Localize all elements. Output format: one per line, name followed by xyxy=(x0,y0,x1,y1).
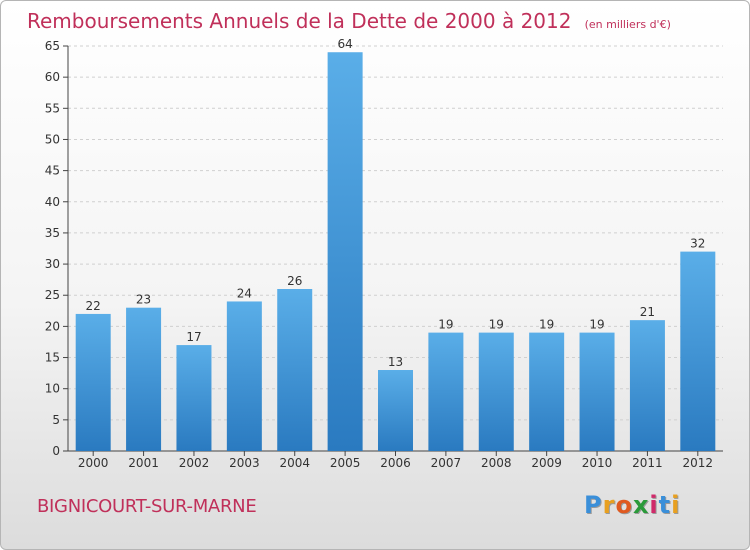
bar-value-label: 64 xyxy=(337,37,352,51)
logo-letter: o xyxy=(615,491,633,519)
y-tick-label: 45 xyxy=(45,164,60,178)
bar-layer xyxy=(75,52,716,451)
y-tick-label: 15 xyxy=(45,351,60,365)
x-tick-label: 2008 xyxy=(481,456,512,470)
x-tick-label: 2002 xyxy=(179,456,210,470)
bar xyxy=(680,251,716,451)
y-tick-label: 10 xyxy=(45,382,60,396)
x-tick-label: 2003 xyxy=(229,456,260,470)
bar xyxy=(428,332,464,451)
bar-value-label: 32 xyxy=(690,237,705,251)
bar-value-label: 19 xyxy=(438,318,453,332)
bar xyxy=(75,313,111,451)
logo-letter: P xyxy=(584,491,603,519)
y-tick-label: 50 xyxy=(45,132,60,146)
x-tick-label: 2006 xyxy=(380,456,411,470)
y-tick-label: 20 xyxy=(45,319,60,333)
y-tick-label: 40 xyxy=(45,195,60,209)
chart-unit: (en milliers d'€) xyxy=(584,18,671,31)
bar-value-label: 21 xyxy=(640,305,655,319)
bar-value-label: 22 xyxy=(86,299,101,313)
x-tick-label: 2000 xyxy=(78,456,109,470)
x-tick-label: 2012 xyxy=(683,456,714,470)
title-line: Remboursements Annuels de la Dette de 20… xyxy=(27,9,671,33)
x-tick-label: 2010 xyxy=(582,456,613,470)
bar-value-label: 23 xyxy=(136,293,151,307)
bar-value-label: 19 xyxy=(489,318,504,332)
bar xyxy=(529,332,565,451)
label-layer: 22 2000 23 2001 17 2002 24 2003 26 2004 64 2005 13 20… xyxy=(78,37,713,470)
commune-name: BIGNICOURT-SUR-MARNE xyxy=(37,496,257,517)
y-tick-label: 25 xyxy=(45,288,60,302)
bar-value-label: 19 xyxy=(589,318,604,332)
x-tick-label: 2011 xyxy=(632,456,663,470)
y-tick-label: 30 xyxy=(45,257,60,271)
bar xyxy=(277,289,313,451)
bar-value-label: 19 xyxy=(539,318,554,332)
x-tick-label: 2007 xyxy=(431,456,462,470)
logo-letter: r xyxy=(602,491,616,519)
logo-letter: t xyxy=(658,491,672,519)
bar xyxy=(176,345,212,451)
bar-value-label: 13 xyxy=(388,355,403,369)
x-tick-label: 2004 xyxy=(279,456,310,470)
bar xyxy=(629,320,665,451)
y-tick-label: 35 xyxy=(45,226,60,240)
logo-letter: i xyxy=(671,491,681,519)
y-tick-label: 65 xyxy=(45,39,60,53)
y-tick-label: 55 xyxy=(45,101,60,115)
bar xyxy=(226,301,262,451)
logo-letter: x xyxy=(632,491,650,519)
bar-value-label: 24 xyxy=(237,286,252,300)
bar xyxy=(579,332,615,451)
y-tick-label: 60 xyxy=(45,70,60,84)
y-tick-label: 0 xyxy=(52,444,60,458)
bar xyxy=(126,307,162,451)
logo-letter: i xyxy=(649,491,659,519)
bar xyxy=(378,370,413,451)
x-tick-label: 2001 xyxy=(128,456,159,470)
bar xyxy=(478,332,514,451)
y-tick-label: 5 xyxy=(52,413,60,427)
x-tick-label: 2009 xyxy=(531,456,562,470)
bar-value-label: 17 xyxy=(186,330,201,344)
chart-title: Remboursements Annuels de la Dette de 20… xyxy=(27,9,572,33)
proxiti-logo: Proxiti xyxy=(584,491,680,519)
bar-value-label: 26 xyxy=(287,274,302,288)
x-tick-label: 2005 xyxy=(330,456,361,470)
bar xyxy=(327,52,363,451)
